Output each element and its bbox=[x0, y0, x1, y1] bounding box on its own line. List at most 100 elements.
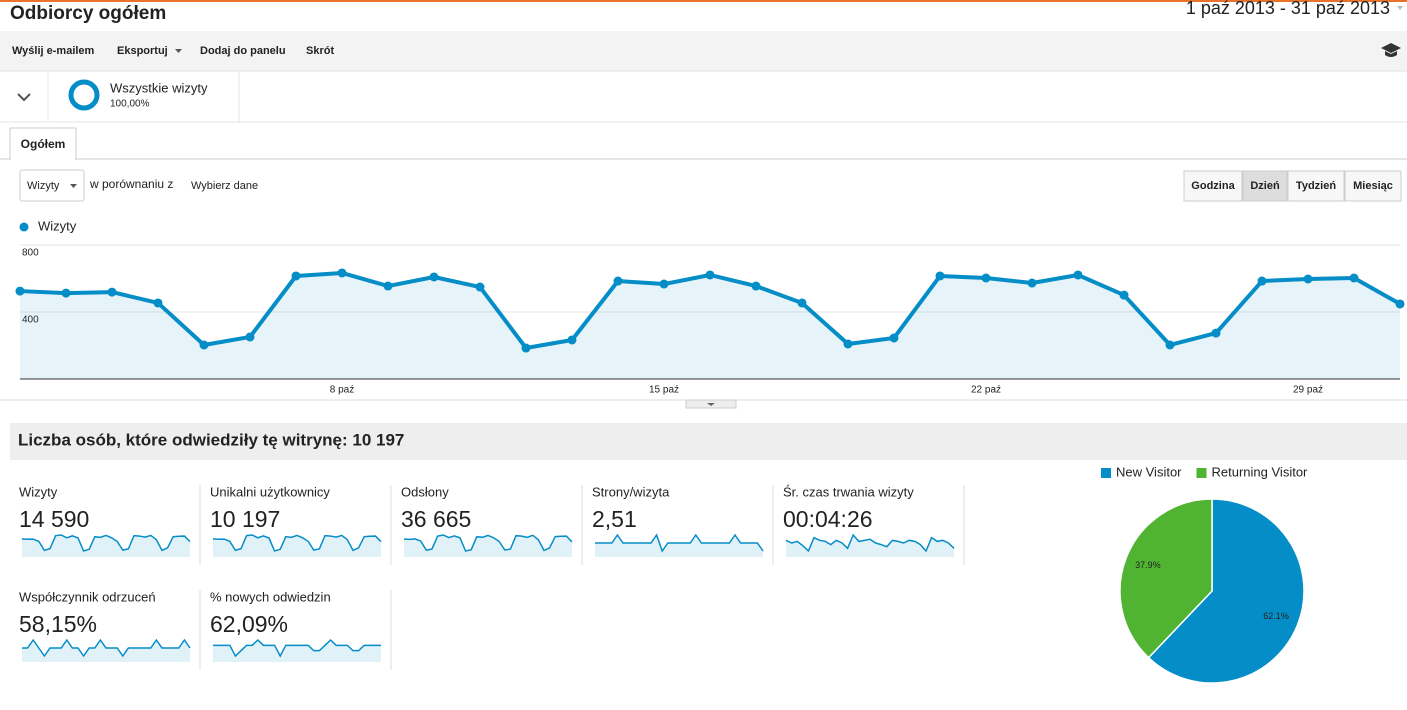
point[interactable] bbox=[567, 335, 577, 345]
area bbox=[20, 272, 1400, 379]
y-tick-label: 400 bbox=[22, 315, 39, 326]
point[interactable] bbox=[705, 270, 715, 280]
slice-label: 62.1% bbox=[1263, 611, 1289, 621]
handle-arrow[interactable] bbox=[707, 403, 715, 406]
metric-value: 10 197 bbox=[210, 506, 280, 532]
metric-select-label[interactable]: Wizyty bbox=[27, 180, 60, 192]
point[interactable] bbox=[1073, 270, 1083, 280]
legend-label[interactable]: New Visitor bbox=[1116, 464, 1182, 479]
point[interactable] bbox=[751, 281, 761, 291]
x-tick-label: 8 paź bbox=[330, 385, 354, 396]
segment-share: 100,00% bbox=[110, 99, 150, 110]
point[interactable] bbox=[1165, 340, 1175, 350]
sparkline-area bbox=[404, 535, 572, 557]
compare-text: w porównaniu z bbox=[89, 177, 173, 191]
segment-donut bbox=[68, 79, 100, 111]
granularity-label[interactable]: Godzina bbox=[1191, 180, 1235, 192]
granularity-label[interactable]: Miesiąc bbox=[1353, 180, 1393, 192]
point[interactable] bbox=[107, 287, 117, 297]
point[interactable] bbox=[199, 340, 209, 350]
point[interactable] bbox=[1257, 276, 1267, 286]
date-arrow[interactable] bbox=[1397, 6, 1403, 10]
point[interactable] bbox=[245, 332, 255, 342]
sparkline bbox=[213, 638, 381, 658]
toolbar-item[interactable]: Skrót bbox=[306, 45, 334, 57]
point[interactable] bbox=[1119, 290, 1129, 300]
granularity-button[interactable] bbox=[1183, 170, 1243, 202]
granularity-label[interactable]: Tydzień bbox=[1296, 180, 1336, 192]
metric-value: 14 590 bbox=[19, 506, 89, 532]
metric-label: Wizyty bbox=[19, 484, 58, 499]
page-title: Odbiorcy ogółem bbox=[10, 3, 166, 24]
dropdown-arrow[interactable] bbox=[70, 184, 77, 188]
point[interactable] bbox=[475, 282, 485, 292]
point[interactable] bbox=[383, 281, 393, 291]
point[interactable] bbox=[613, 276, 623, 286]
metric-value: 62,09% bbox=[210, 611, 288, 637]
legend-label[interactable]: Returning Visitor bbox=[1212, 464, 1309, 479]
sparkline bbox=[785, 533, 955, 553]
point[interactable] bbox=[153, 298, 163, 308]
sparkline-area bbox=[786, 535, 954, 557]
point[interactable] bbox=[1211, 328, 1221, 338]
point[interactable] bbox=[15, 286, 25, 296]
segment-name[interactable]: Wszystkie wizyty bbox=[110, 80, 208, 95]
top-accent bbox=[0, 0, 1407, 2]
metric-value: 00:04:26 bbox=[783, 506, 873, 532]
tab-label[interactable]: Ogółem bbox=[21, 137, 66, 151]
sparkline bbox=[212, 534, 382, 552]
granularity-label[interactable]: Dzień bbox=[1250, 180, 1280, 192]
summary-title: Liczba osób, które odwiedziły tę witrynę… bbox=[18, 430, 404, 449]
dropdown-arrow[interactable] bbox=[175, 49, 182, 53]
date-range[interactable]: 1 paź 2013 - 31 paź 2013 bbox=[1186, 0, 1390, 18]
point[interactable] bbox=[1303, 274, 1313, 284]
sparkline bbox=[403, 534, 573, 552]
point[interactable] bbox=[337, 268, 347, 278]
point[interactable] bbox=[291, 271, 301, 281]
metric-label: Współczynnik odrzuceń bbox=[19, 589, 156, 604]
legend-swatch[interactable] bbox=[1196, 468, 1207, 478]
point[interactable] bbox=[61, 288, 71, 298]
summary-bar bbox=[10, 423, 1407, 460]
metric-label: Unikalni użytkownicy bbox=[210, 484, 330, 499]
point[interactable] bbox=[1395, 299, 1405, 309]
sparkline bbox=[22, 638, 191, 658]
chevron[interactable] bbox=[17, 93, 31, 102]
granularity-button[interactable] bbox=[1287, 170, 1345, 202]
compare-link[interactable]: Wybierz dane bbox=[191, 180, 258, 192]
point[interactable] bbox=[429, 272, 439, 282]
point[interactable] bbox=[981, 273, 991, 283]
y-tick-label: 800 bbox=[22, 248, 39, 259]
sparkline-area bbox=[22, 535, 190, 557]
metric-label: Odsłony bbox=[401, 484, 449, 499]
granularity-button[interactable] bbox=[1242, 170, 1288, 202]
tab[interactable] bbox=[9, 127, 77, 160]
pie-slice[interactable] bbox=[1147, 498, 1305, 684]
pie-slice[interactable] bbox=[1119, 498, 1213, 659]
granularity-buttons: Godzina Dzień Tydzień Miesiąc bbox=[1183, 170, 1402, 202]
pie-chart: New Visitor Returning Visitor 62.1% 37.9% bbox=[1101, 464, 1309, 684]
sparkline bbox=[21, 534, 191, 552]
sparkline-area bbox=[22, 640, 190, 662]
toolbar-item[interactable]: Dodaj do panelu bbox=[200, 45, 286, 57]
sparkline-area bbox=[595, 535, 763, 557]
point[interactable] bbox=[889, 333, 899, 343]
sparkline bbox=[595, 533, 764, 553]
granularity-button[interactable] bbox=[1344, 170, 1402, 202]
sparkline-area bbox=[213, 535, 381, 557]
metric-value: 36 665 bbox=[401, 506, 471, 532]
legend-swatch[interactable] bbox=[1101, 468, 1111, 478]
metric-value: 2,51 bbox=[592, 506, 637, 532]
toolbar-item[interactable]: Wyślij e-mailem bbox=[12, 45, 95, 57]
point[interactable] bbox=[1349, 273, 1359, 283]
metric-select[interactable] bbox=[19, 169, 85, 202]
point[interactable] bbox=[935, 271, 945, 281]
academy-icon[interactable] bbox=[1381, 43, 1401, 57]
point[interactable] bbox=[797, 298, 807, 308]
toolbar-item[interactable]: Eksportuj bbox=[117, 45, 168, 57]
point[interactable] bbox=[843, 339, 853, 349]
point[interactable] bbox=[659, 279, 669, 289]
point[interactable] bbox=[1027, 278, 1037, 288]
point[interactable] bbox=[521, 343, 531, 353]
